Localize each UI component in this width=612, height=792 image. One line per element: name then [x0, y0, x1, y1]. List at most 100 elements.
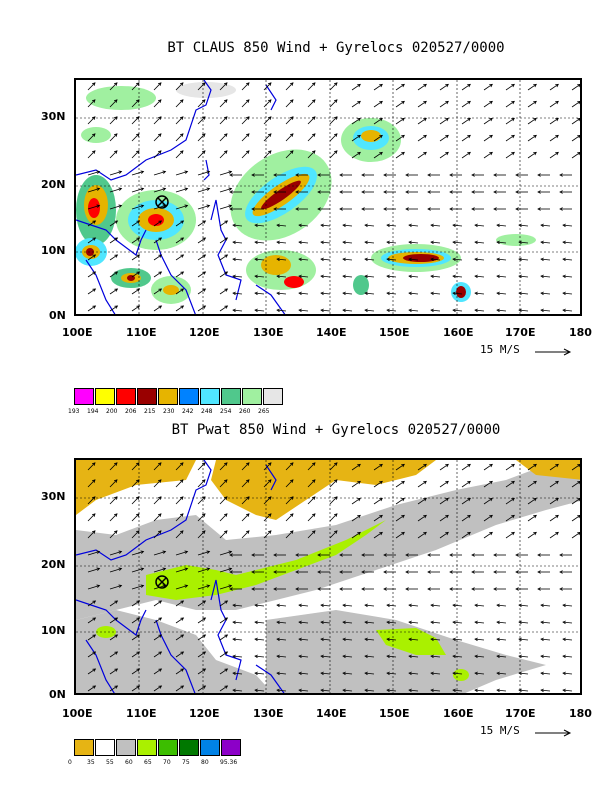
wind-arrow: [475, 672, 485, 675]
wind-arrow: [153, 668, 162, 675]
wind-arrow: [241, 116, 250, 125]
wind-arrow: [343, 689, 353, 692]
wind-arrow: [175, 271, 184, 278]
wind-arrow: [343, 638, 353, 641]
wind-arrow: [453, 689, 463, 692]
wind-arrow: [519, 672, 529, 675]
p1-xtick-120e: 120E: [189, 326, 220, 339]
wind-arrow: [285, 116, 294, 125]
wind-arrow: [365, 638, 375, 641]
wind-arrow: [233, 309, 243, 312]
wind-arrow: [343, 309, 353, 312]
wind-arrow: [453, 621, 463, 624]
wind-arrow: [219, 133, 228, 142]
wind-arrow: [571, 118, 580, 125]
wind-arrow: [329, 513, 338, 522]
wind-arrow: [87, 685, 96, 692]
wind-arrow: [197, 133, 206, 142]
wind-arrow: [373, 135, 383, 142]
wind-arrow: [475, 604, 485, 607]
wind-arrow: [461, 84, 471, 91]
wind-arrow: [549, 152, 559, 159]
wind-arrow: [453, 604, 463, 607]
wind-arrow: [131, 171, 144, 176]
wind-arrow: [329, 496, 338, 505]
p2-xtick-120e: 120E: [189, 707, 220, 720]
legend-label: 35: [87, 759, 95, 766]
wind-arrow: [109, 568, 122, 573]
p2-xtick-180: 180: [569, 707, 592, 720]
legend-label: 0: [68, 759, 72, 766]
wind-arrow: [351, 515, 361, 522]
wind-arrow: [431, 689, 441, 692]
wind-arrow: [277, 309, 287, 312]
pwat-map-svg: [76, 460, 580, 693]
wind-arrow: [219, 513, 228, 522]
wind-arrow: [153, 600, 162, 607]
wind-arrow: [527, 464, 537, 471]
wind-arrow: [351, 532, 361, 539]
legend-label: 60: [125, 759, 133, 766]
wind-arrow: [255, 224, 265, 227]
wind-arrow: [109, 305, 118, 312]
wind-arrow: [497, 655, 507, 658]
wind-arrow: [541, 224, 551, 227]
wind-arrow: [87, 496, 96, 505]
wind-arrow: [351, 101, 361, 108]
wind-arrow: [453, 275, 463, 278]
wind-arrow: [131, 651, 140, 658]
gyre-marker-icon: [155, 575, 169, 589]
p2-ytick-30n: 30N: [41, 490, 66, 503]
wind-arrow: [351, 464, 361, 471]
wind-arrow: [219, 205, 232, 210]
p2-xtick-150e: 150E: [379, 707, 410, 720]
wind-arrow: [307, 150, 316, 159]
wind-arrow: [519, 258, 529, 261]
wind-arrow: [131, 237, 140, 244]
legend-swatch: [95, 388, 115, 405]
legend-swatch: [263, 388, 283, 405]
wind-arrow: [219, 551, 232, 556]
wind-arrow: [549, 84, 559, 91]
wind-arrow: [453, 292, 463, 295]
wind-arrow: [153, 288, 162, 295]
wind-arrow: [175, 513, 184, 522]
wind-arrow: [417, 498, 427, 505]
wind-arrow: [527, 135, 537, 142]
wind-arrow: [87, 634, 96, 641]
wind-arrow: [109, 600, 118, 607]
coastline: [76, 460, 285, 693]
wind-arrow: [87, 205, 100, 210]
p1-xtick-150e: 150E: [379, 326, 410, 339]
wind-arrow: [527, 84, 537, 91]
wind-arrow: [343, 672, 353, 675]
wind-arrow: [175, 205, 188, 210]
wind-arrow: [439, 498, 449, 505]
wind-arrow: [153, 99, 162, 108]
wind-vectors: [87, 82, 580, 313]
wind-arrow: [87, 150, 96, 159]
wind-arrow: [175, 82, 184, 91]
wind-arrow: [395, 118, 405, 125]
legend-swatch: [221, 388, 241, 405]
wind-arrow: [365, 241, 375, 244]
wind-arrow: [329, 99, 338, 108]
wind-arrow: [351, 152, 361, 159]
legend-label: 260: [239, 408, 251, 415]
wind-arrow: [497, 258, 507, 261]
wind-arrow: [87, 288, 96, 295]
wind-arrow: [109, 634, 118, 641]
wind-arrow: [197, 305, 206, 312]
wind-arrow: [285, 496, 294, 505]
legend-label: 194: [87, 408, 99, 415]
wind-arrow: [483, 498, 493, 505]
wind-arrow: [343, 275, 353, 278]
wind-arrow: [373, 118, 383, 125]
wind-arrow: [395, 101, 405, 108]
wind-arrow: [109, 237, 118, 244]
wind-arrow: [307, 479, 316, 488]
wind-arrow: [175, 479, 184, 488]
wind-arrow: [483, 84, 493, 91]
wind-arrow: [131, 271, 140, 278]
p2-xtick-100e: 100E: [62, 707, 93, 720]
